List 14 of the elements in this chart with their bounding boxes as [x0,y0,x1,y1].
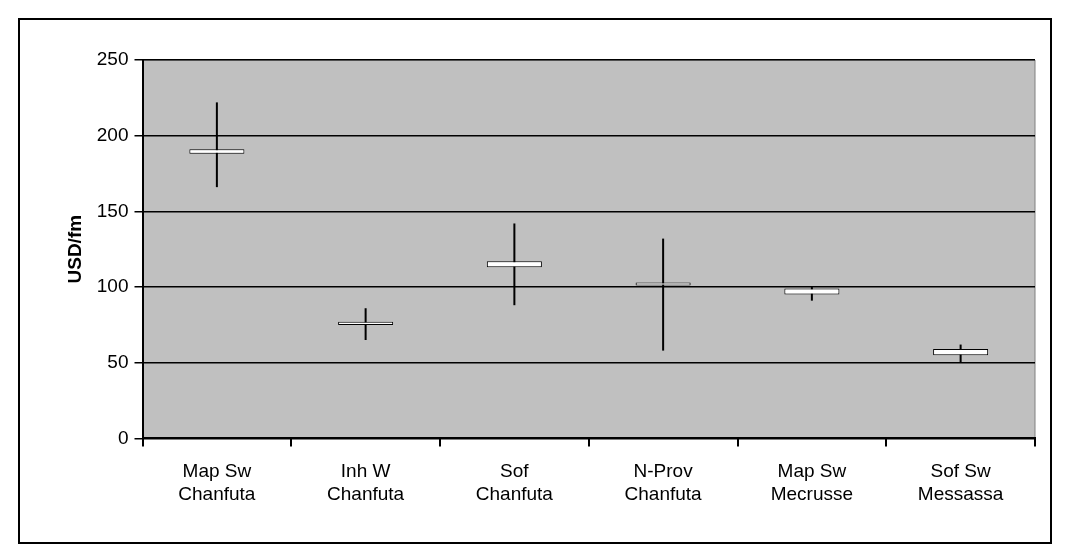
x-tick-label: Sof Sw Messassa [917,460,1004,504]
x-tick-label: Inh W Chanfuta [327,460,405,504]
y-tick-label: 250 [96,48,129,70]
y-tick-label: 0 [117,426,129,448]
y-tick-label: 50 [107,350,129,372]
y-tick-label: 150 [96,199,129,221]
x-tick-label: Sof Chanfuta [475,460,554,504]
x-tick-label: Map Sw Chanfuta [178,460,256,504]
x-tick-label: N-Prov Chanfuta [624,460,703,504]
y-tick-label: 200 [96,123,129,145]
candlestick [338,307,394,342]
x-tick-label: Map Sw Mecrusse [770,460,854,504]
y-tick-label: 100 [96,275,129,297]
y-axis-title: USD/fm [63,214,85,284]
